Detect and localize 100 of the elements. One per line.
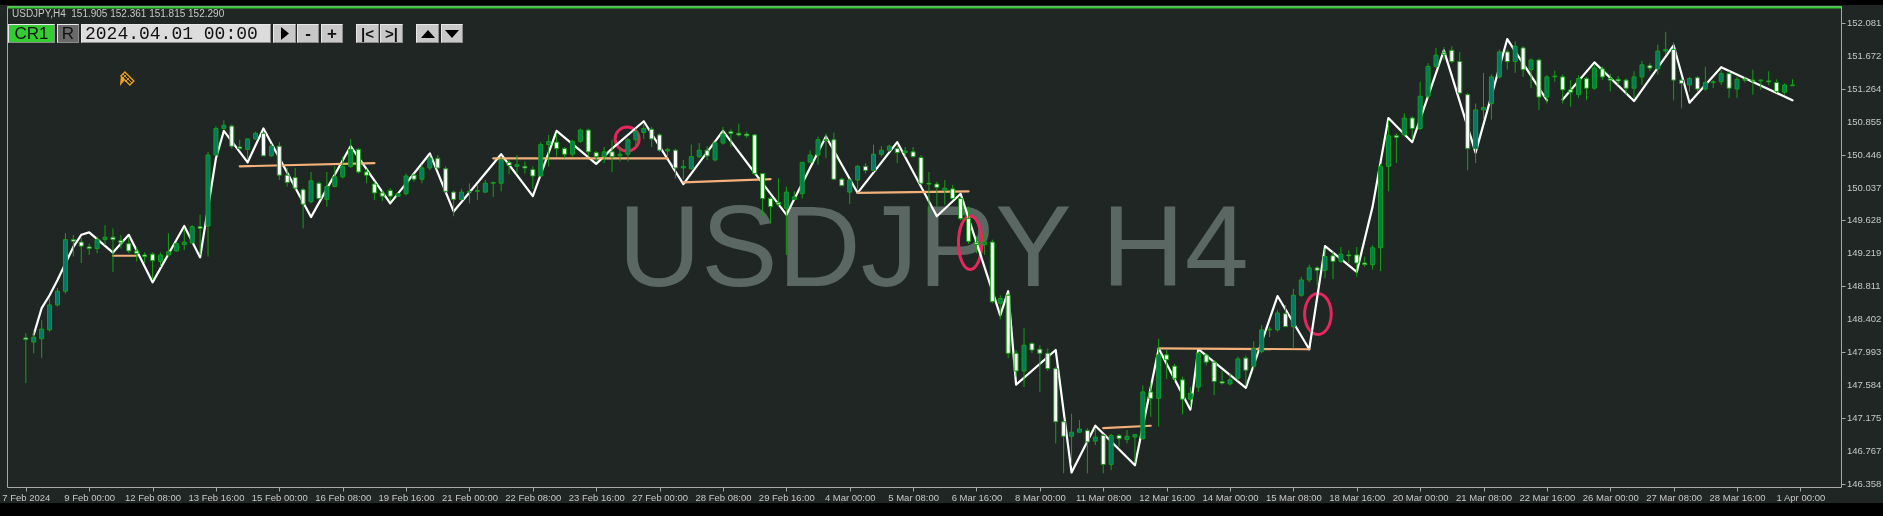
x-tick-label: 26 Mar 00:00 [1582, 491, 1639, 503]
candlestick [1409, 115, 1415, 141]
x-tick-label: 28 Feb 08:00 [695, 491, 752, 503]
x-tick-label: 11 Mar 08:00 [1076, 491, 1132, 503]
candlestick [530, 165, 536, 190]
candlestick [1013, 349, 1019, 378]
candlestick [1504, 49, 1510, 71]
y-tick-label: 149.628 [1847, 214, 1882, 226]
candlestick [728, 128, 734, 148]
x-tick-label: 8 Mar 00:00 [1015, 491, 1066, 503]
candlestick [340, 156, 346, 179]
x-tick-label: 12 Feb 08:00 [125, 491, 182, 503]
candlestick [245, 137, 251, 161]
annotation: CR1 [14, 24, 49, 43]
candlestick [23, 332, 29, 384]
candlestick [1726, 70, 1732, 99]
candlestick [1179, 376, 1185, 415]
candlestick [1124, 429, 1130, 444]
annotation: >| [385, 25, 398, 42]
x-tick-label: 23 Feb 16:00 [568, 491, 625, 503]
x-tick-label: 6 Mar 16:00 [951, 491, 1003, 503]
candlestick [1647, 62, 1653, 72]
candlestick [1639, 60, 1645, 86]
candlestick [1259, 324, 1265, 354]
candlestick [554, 132, 560, 158]
candlestick [348, 138, 354, 169]
candlestick [150, 252, 156, 281]
candlestick [1275, 309, 1281, 332]
candlestick [443, 165, 449, 194]
candlestick [165, 232, 171, 258]
x-tick-label: 28 Mar 16:00 [1709, 491, 1766, 503]
candlestick [1481, 72, 1487, 121]
x-tick-label: 4 Mar 00:00 [824, 491, 876, 503]
candlestick [1702, 65, 1708, 92]
y-tick-label: 151.264 [1847, 82, 1882, 94]
candlestick [1037, 344, 1043, 393]
y-tick-label: 147.584 [1847, 379, 1882, 391]
candlestick [1631, 70, 1637, 100]
candlestick [815, 136, 821, 166]
x-tick-label: 22 Mar 16:00 [1519, 491, 1576, 503]
candlestick [1584, 76, 1589, 101]
candlestick [356, 147, 362, 175]
x-tick-label: 27 Mar 08:00 [1646, 491, 1703, 503]
x-tick-label: 12 Mar 16:00 [1139, 491, 1196, 503]
candlestick [1591, 64, 1597, 91]
candlestick [1227, 372, 1233, 386]
annotation: R [61, 24, 75, 43]
candlestick [118, 234, 124, 250]
candlestick [522, 161, 528, 175]
candlestick [1655, 44, 1661, 75]
x-tick-label: 15 Mar 08:00 [1265, 491, 1322, 503]
candlestick [1164, 349, 1170, 380]
candlestick [197, 214, 203, 256]
y-tick-label: 150.855 [1847, 115, 1882, 127]
x-tick-label: 13 Feb 16:00 [188, 491, 245, 503]
candlestick [704, 145, 710, 161]
date-field: 2024.04.01 00:00 [81, 24, 271, 43]
candlestick [1314, 265, 1320, 287]
candlestick [1330, 251, 1336, 280]
candlestick [1282, 304, 1288, 328]
candlestick [1742, 76, 1748, 84]
x-tick-label: 22 Feb 08:00 [505, 491, 562, 503]
candlestick [1243, 355, 1249, 386]
candlestick [1393, 132, 1399, 164]
candlestick [39, 319, 45, 359]
candlestick [1045, 347, 1051, 372]
line-series [1561, 44, 1794, 104]
y-tick-label: 150.037 [1847, 181, 1882, 193]
x-tick-label: 9 Feb 00:00 [64, 491, 116, 503]
candlestick [617, 146, 623, 162]
annotation: 2024.04.01 00:00 [85, 23, 258, 44]
candlestick [625, 137, 631, 162]
candlestick [1734, 76, 1740, 99]
x-tick-label: 21 Mar 08:00 [1456, 491, 1512, 503]
candlestick [585, 127, 591, 158]
candlestick [546, 134, 552, 167]
x-tick-label: 18 Mar 16:00 [1329, 491, 1386, 503]
candlestick [451, 190, 457, 217]
x-tick-label: 1 Apr 00:00 [1776, 491, 1826, 503]
candlestick [1132, 433, 1138, 464]
candlestick [506, 159, 512, 175]
candlestick [1298, 276, 1304, 298]
candlestick [189, 224, 195, 245]
candlestick [419, 164, 425, 184]
annotation: - [305, 24, 311, 43]
candlestick [1520, 45, 1526, 78]
candlestick [110, 227, 116, 273]
candlestick [514, 154, 520, 175]
candlestick [1663, 31, 1669, 56]
x-tick-label: 7 Feb 2024 [2, 491, 51, 503]
x-tick-label: 29 Feb 16:00 [758, 491, 815, 503]
candlestick [292, 167, 298, 191]
candlestick [1401, 112, 1407, 138]
candlestick [324, 171, 330, 208]
candlestick [823, 132, 829, 159]
candlestick [1219, 369, 1225, 386]
candlestick [601, 146, 607, 164]
candlestick [1354, 246, 1360, 278]
button: - [297, 24, 319, 43]
candlestick [260, 130, 266, 157]
